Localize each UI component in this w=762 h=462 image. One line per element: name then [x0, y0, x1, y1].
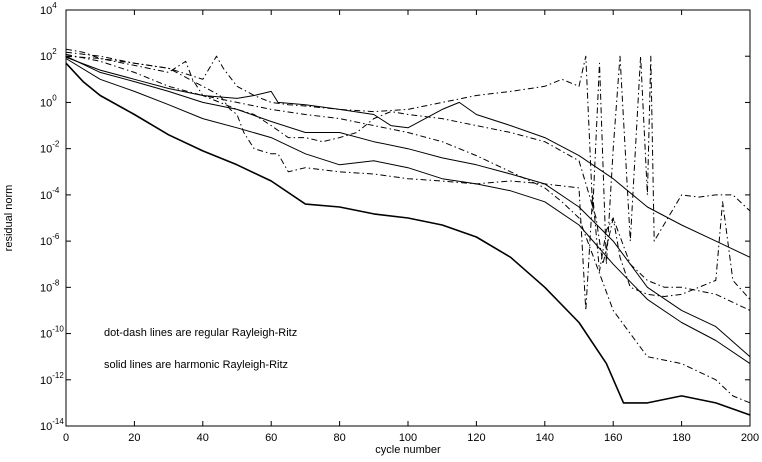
x-axis-label: cycle number [375, 444, 441, 456]
series-line-6 [65, 51, 751, 311]
series-line-5 [65, 48, 751, 311]
y-tick-label: 104 [40, 1, 57, 17]
y-tick-label: 10-2 [40, 140, 60, 156]
annotation-regular-rr: dot-dash lines are regular Rayleigh-Ritz [104, 327, 297, 339]
x-tick-label: 40 [197, 432, 209, 444]
x-tick-label: 120 [467, 432, 485, 444]
annotation-harmonic-rr: solid lines are harmonic Rayleigh-Ritz [104, 359, 288, 371]
series-line-7 [65, 55, 751, 265]
series-line-1 [65, 62, 751, 416]
series-line-2 [65, 58, 751, 365]
y-tick-label: 10-8 [40, 278, 60, 294]
x-tick-label: 140 [536, 432, 554, 444]
y-tick-label: 102 [40, 47, 57, 63]
y-tick-label: 10-6 [40, 232, 60, 248]
x-tick-label: 0 [63, 432, 69, 444]
y-tick-label: 100 [40, 93, 57, 109]
series-layer [65, 48, 751, 416]
x-tick-label: 100 [399, 432, 417, 444]
x-tick-label: 180 [672, 432, 690, 444]
y-axis-label: residual norm [3, 185, 15, 252]
y-tick-label: 10-14 [40, 417, 64, 433]
y-tick-label: 10-12 [40, 371, 64, 387]
series-line-3 [65, 55, 751, 358]
x-tick-label: 80 [333, 432, 345, 444]
x-tick-label: 200 [741, 432, 759, 444]
x-tick-label: 60 [265, 432, 277, 444]
y-tick-label: 10-4 [40, 186, 60, 202]
y-tick-label: 10-10 [40, 325, 64, 341]
series-line-8 [65, 53, 751, 404]
x-tick-label: 160 [604, 432, 622, 444]
ticks-layer: 0 20 40 60 80 100 120 140 160 180 200 10-14 10-12 10-… [40, 1, 759, 444]
x-tick-label: 20 [128, 432, 140, 444]
